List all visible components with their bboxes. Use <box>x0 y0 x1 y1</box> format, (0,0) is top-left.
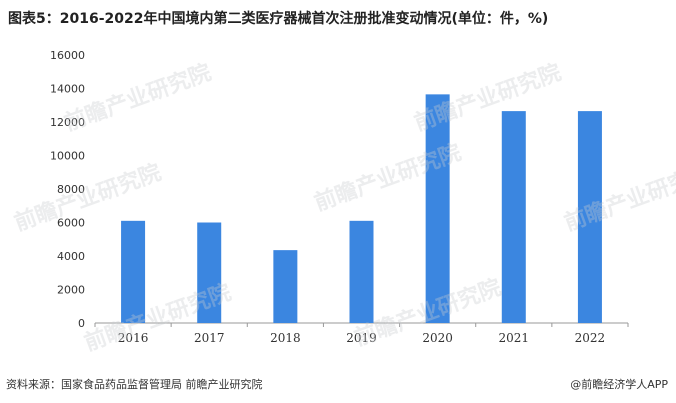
bar-2020 <box>425 94 450 323</box>
bar-2017 <box>197 222 222 323</box>
x-tick-label: 2018 <box>270 331 301 345</box>
x-tick-label: 2020 <box>422 331 453 345</box>
y-tick-label: 8000 <box>57 183 85 196</box>
y-tick-label: 10000 <box>50 150 85 163</box>
bar-2021 <box>501 111 526 323</box>
bar-2022 <box>577 111 602 323</box>
bar-2018 <box>273 250 298 323</box>
x-tick-label: 2019 <box>346 331 377 345</box>
bar-2016 <box>121 220 146 323</box>
y-tick-label: 12000 <box>50 116 85 129</box>
y-tick-label: 2000 <box>57 284 85 297</box>
brand-label: @前瞻经济学人APP <box>570 378 668 391</box>
y-tick-label: 6000 <box>57 217 85 230</box>
x-tick-label: 2021 <box>499 331 530 345</box>
y-tick-label: 14000 <box>50 83 85 96</box>
chart-title: 图表5：2016-2022年中国境内第二类医疗器械首次注册批准变动情况(单位：件… <box>8 11 549 27</box>
y-tick-label: 0 <box>78 317 85 330</box>
x-tick-label: 2022 <box>575 331 606 345</box>
y-tick-label: 16000 <box>50 49 85 62</box>
bar-2019 <box>349 220 374 323</box>
source-note: 资料来源：国家食品药品监督管理局 前瞻产业研究院 <box>6 378 263 391</box>
x-tick-label: 2016 <box>118 331 149 345</box>
y-tick-label: 4000 <box>57 250 85 263</box>
x-tick-label: 2017 <box>194 331 225 345</box>
